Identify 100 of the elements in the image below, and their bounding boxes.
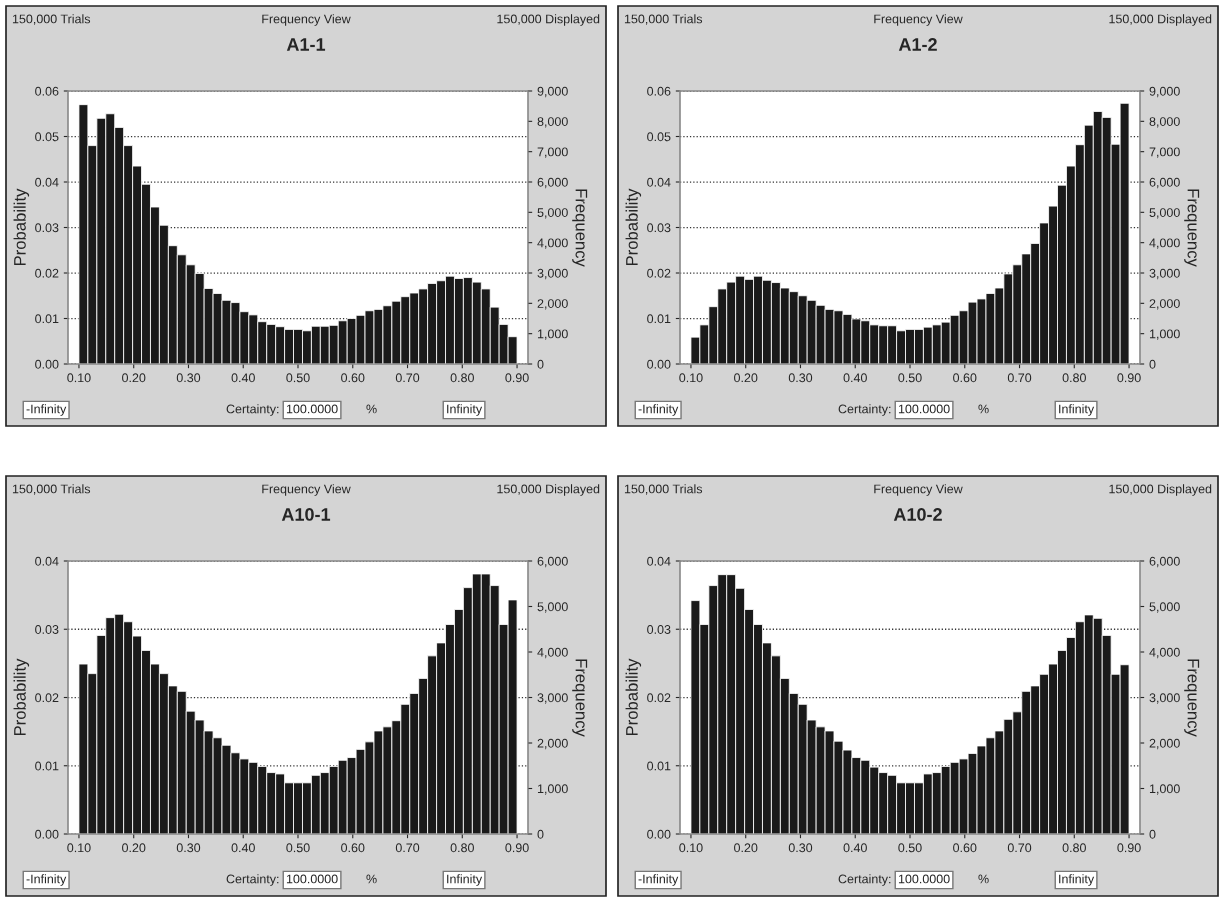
chart-title: A10-1 [281,508,331,521]
x-tick-label: 0.40 [231,373,255,383]
y-tick-label: 0.01 [35,314,59,324]
y-tick-label: 0.02 [647,693,671,703]
text: -Infinity [26,404,67,416]
y-tick-label: 0.05 [647,132,671,142]
chart-title: A10-2 [893,508,942,521]
y2-tick-label: 6,000 [1149,177,1180,189]
y2-axis-title: Frequency [1184,189,1200,267]
text: 150,000 Displayed [1109,484,1212,496]
x-tick-label: 0.60 [953,373,977,383]
x-tick-label: 0.90 [1117,843,1141,853]
x-tick-label: 0.50 [898,373,922,383]
y2-tick-label: 2,000 [1149,299,1180,310]
text: 150,000 Trials [12,484,91,495]
y2-tick-label: 1,000 [1149,784,1180,795]
y2-axis-title: Frequency [1184,659,1200,737]
y2-tick-label: 0 [537,359,544,369]
y2-tick-label: 6,000 [537,177,568,189]
text: Frequency View [262,14,351,26]
x-tick-label: 0.90 [505,843,529,853]
text: % [366,404,377,414]
x-tick-label: 0.70 [1007,843,1032,853]
y2-tick-label: 0 [1149,829,1156,839]
x-tick-label: 0.10 [67,843,91,853]
text: Frequency View [874,14,963,26]
y2-tick-label: 0 [1149,359,1156,369]
text: 100.0000 [898,874,950,884]
y2-tick-label: 5,000 [537,602,568,613]
text: Infinity [447,874,483,886]
x-tick-label: 0.40 [843,373,867,383]
x-tick-label: 0.60 [341,373,365,383]
text: Certainty: [226,874,279,886]
x-tick-label: 0.80 [450,373,474,383]
x-tick-label: 0.70 [1007,373,1032,383]
y2-tick-label: 9,000 [537,86,568,98]
y-tick-label: 0.01 [35,761,59,771]
y2-tick-label: 8,000 [537,117,568,128]
y2-tick-label: 2,000 [1149,738,1180,750]
y2-tick-label: 7,000 [537,147,568,158]
text: Infinity [447,404,483,416]
y2-tick-label: 1,000 [1149,329,1180,340]
text: 150,000 Trials [624,484,703,495]
x-tick-label: 0.60 [341,843,365,853]
x-tick-label: 0.20 [122,373,146,383]
y-tick-label: 0.00 [647,829,671,839]
y2-tick-label: 4,000 [1149,647,1180,659]
x-tick-label: 0.10 [67,373,91,383]
text: % [978,404,989,414]
y-tick-label: 0.04 [35,556,59,566]
x-tick-label: 0.30 [788,843,813,853]
x-tick-label: 0.70 [395,843,420,853]
text: Certainty: [226,404,279,416]
x-tick-label: 0.30 [176,373,201,383]
chart-title: A1-1 [286,38,326,51]
y-tick-label: 0.04 [35,177,59,187]
x-tick-label: 0.80 [450,843,474,853]
text: 150,000 Trials [624,14,703,25]
y2-tick-label: 5,000 [537,208,568,219]
y2-tick-label: 4,000 [1149,238,1180,249]
x-tick-label: 0.30 [788,373,813,383]
text: Infinity [1059,404,1095,416]
x-tick-label: 0.50 [898,843,922,853]
y-axis-title: Probability [625,188,642,266]
y-tick-label: 0.03 [647,625,671,634]
y-tick-label: 0.00 [35,829,59,839]
y-tick-label: 0.02 [647,268,671,278]
y2-tick-label: 7,000 [1149,147,1180,158]
y-tick-label: 0.04 [647,556,671,566]
x-tick-label: 0.70 [395,373,420,383]
x-tick-label: 0.10 [679,843,703,853]
x-tick-label: 0.40 [843,843,867,853]
y2-tick-label: 6,000 [1149,556,1180,568]
text: -Infinity [638,874,679,886]
text: Certainty: [838,874,891,886]
text: 150,000 Displayed [497,484,600,496]
x-tick-label: 0.50 [286,373,310,383]
x-tick-label: 0.90 [505,373,529,383]
text: 150,000 Trials [12,14,91,25]
x-tick-label: 0.10 [679,373,703,383]
text: Certainty: [838,404,891,416]
y2-tick-label: 3,000 [1149,693,1180,704]
y-axis-title: Probability [13,188,30,266]
x-tick-label: 0.80 [1062,843,1086,853]
y2-tick-label: 5,000 [1149,208,1180,219]
y2-tick-label: 2,000 [537,738,568,750]
y-tick-label: 0.01 [647,761,671,771]
text: 100.0000 [898,404,950,414]
text: % [978,874,989,884]
y-tick-label: 0.04 [647,177,671,187]
text: -Infinity [26,874,67,886]
chart-title: A1-2 [898,38,937,51]
y2-tick-label: 4,000 [537,647,568,659]
y2-tick-label: 4,000 [537,238,568,249]
x-tick-label: 0.80 [1062,373,1086,383]
text: % [366,874,377,884]
y2-tick-label: 2,000 [537,299,568,310]
x-tick-label: 0.90 [1117,373,1141,383]
x-tick-label: 0.20 [122,843,146,853]
text: 100.0000 [286,874,338,884]
